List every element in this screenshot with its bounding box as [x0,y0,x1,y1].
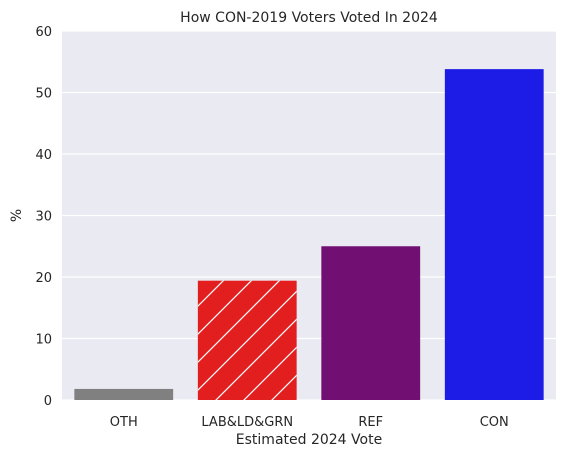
bar-hatch-overlay [197,280,297,400]
y-tick-label: 30 [35,210,52,225]
y-axis-ticks: 0 10 20 30 40 50 60 [35,25,52,409]
x-tick-label: REF [358,415,383,430]
x-axis-label: Estimated 2024 Vote [236,432,382,448]
x-axis-ticks: OTH LAB&LD&GRN REF CON [110,415,509,430]
y-tick-label: 60 [35,25,52,40]
y-tick-label: 0 [44,394,52,409]
x-tick-label: LAB&LD&GRN [201,415,293,430]
y-axis-label: % [9,209,25,222]
bar-ref [321,246,421,400]
bar-oth [74,388,174,400]
chart-title: How CON-2019 Voters Voted In 2024 [180,10,438,26]
bar-con [444,69,544,400]
y-tick-label: 10 [35,333,52,348]
y-tick-label: 40 [35,148,52,163]
x-tick-label: OTH [110,415,138,430]
y-tick-label: 20 [35,271,52,286]
y-tick-label: 50 [35,87,52,102]
bars [74,69,544,400]
x-tick-label: CON [480,415,509,430]
